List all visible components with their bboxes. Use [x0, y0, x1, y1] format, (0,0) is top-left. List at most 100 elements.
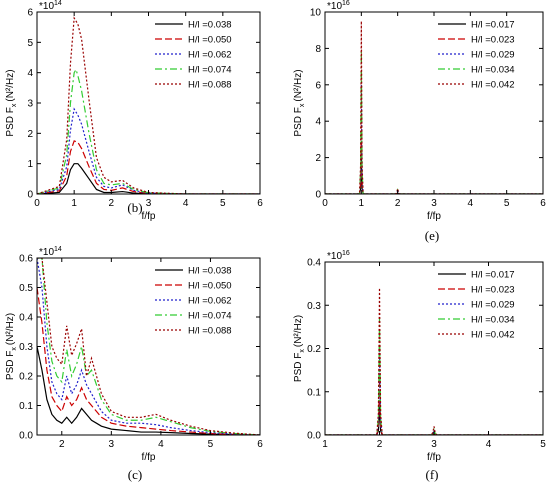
y-axis-label-sub-b: x: [11, 103, 18, 107]
y-tick-label-e-1: 2: [315, 153, 321, 164]
multiplier-exp-f: 16: [342, 250, 350, 257]
panel-e: 0 1 2 3 4 5 6 0 2 4 6 8 10 *1016 f/fp PSD Fx (N²/Hz) H/l …: [293, 0, 546, 243]
series-line-f-3: [325, 318, 543, 435]
legend-label-c-1: H/l =0.050: [188, 281, 232, 292]
legend-label-f-2: H/l =0.029: [471, 300, 515, 311]
legend-label-b-2: H/l =0.062: [188, 50, 232, 61]
y-axis-label-main-b: PSD F: [5, 107, 16, 136]
y-axis-label-c: PSD Fx (N²/Hz): [5, 313, 18, 380]
y-tick-label-f-4: 0.4: [307, 258, 321, 269]
y-tick-label-b-5: 5: [27, 38, 33, 49]
y-axis-label-sub-f: x: [299, 349, 306, 353]
x-tick-label-e-4: 4: [468, 198, 474, 209]
panel-caption-c: (c): [128, 467, 142, 482]
y-tick-label-c-5: 0.5: [19, 283, 33, 294]
series-line-c-1: [37, 287, 260, 435]
panel-f: 1 2 3 4 5 0.0 0.1 0.2 0.3 0.4 *1016 f/fp PSD Fx (N²/H…: [293, 250, 546, 482]
panel-caption-e: (e): [425, 228, 439, 243]
y-tick-label-f-1: 0.1: [307, 387, 321, 398]
series-line-f-4: [325, 287, 543, 435]
x-tick-label-b-3: 3: [146, 198, 152, 209]
y-tick-label-c-1: 0.1: [19, 401, 33, 412]
y-axis-label-unit-e: (N²/Hz): [293, 69, 304, 101]
series-line-c-3: [37, 258, 260, 435]
x-axis-label-c: f/fp: [142, 452, 156, 463]
x-tick-label-e-6: 6: [540, 198, 546, 209]
series-line-b-1: [37, 140, 260, 194]
legend-label-e-0: H/l =0.017: [471, 20, 515, 31]
legend-label-e-2: H/l =0.029: [471, 50, 515, 61]
y-tick-label-b-4: 4: [27, 68, 33, 79]
legend-label-e-4: H/l =0.042: [471, 80, 515, 91]
y-axis-label-main-c: PSD F: [5, 351, 16, 380]
y-tick-label-c-4: 0.4: [19, 313, 33, 324]
x-tick-label-e-0: 0: [322, 198, 328, 209]
panel-caption-f: (f): [426, 467, 439, 482]
series-line-e-1: [325, 124, 543, 194]
x-tick-label-b-6: 6: [257, 198, 263, 209]
y-axis-label-main-f: PSD F: [293, 353, 304, 382]
series-line-b-3: [37, 68, 260, 194]
y-tick-label-b-0: 0: [27, 190, 33, 201]
series-line-b-2: [37, 107, 260, 194]
series-line-b-4: [37, 16, 260, 194]
y-tick-label-b-6: 6: [27, 8, 33, 19]
multiplier-base-f: *10: [327, 251, 342, 262]
y-tick-label-f-3: 0.3: [307, 301, 321, 312]
y-axis-label-e: PSD Fx (N²/Hz): [293, 69, 306, 136]
panel-b: 0 1 2 3 4 5 6 0 1 2 3 4 5 6 *1014 f/fp PSD Fx (N²/Hz) H/l …: [5, 0, 263, 222]
y-tick-label-c-0: 0.0: [19, 431, 33, 442]
x-tick-label-c-1: 3: [109, 439, 115, 450]
series-line-f-2: [325, 348, 543, 435]
x-tick-label-e-2: 2: [395, 198, 401, 209]
x-tick-label-b-1: 1: [71, 198, 77, 209]
x-axis-label-f: f/fp: [427, 452, 441, 463]
y-axis-label-sub-e: x: [299, 103, 306, 107]
x-tick-label-f-4: 5: [540, 439, 546, 450]
series-line-f-0: [325, 404, 543, 435]
y-axis-label-unit-c: (N²/Hz): [5, 313, 16, 345]
legend-label-c-4: H/l =0.088: [188, 326, 232, 337]
series-line-b-0: [37, 163, 260, 194]
x-tick-label-b-4: 4: [183, 198, 189, 209]
series-line-c-4: [37, 258, 260, 435]
y-tick-label-f-0: 0.0: [307, 431, 321, 442]
multiplier-c: *1014: [39, 246, 62, 258]
y-tick-label-b-3: 3: [27, 99, 33, 110]
multiplier-f: *1016: [327, 250, 350, 262]
y-axis-label-sub-c: x: [11, 347, 18, 351]
legend-label-e-3: H/l =0.034: [471, 65, 515, 76]
x-tick-label-e-3: 3: [431, 198, 437, 209]
y-axis-label-unit-b: (N²/Hz): [5, 69, 16, 101]
legend-label-f-3: H/l =0.034: [471, 315, 515, 326]
multiplier-exp-c: 14: [54, 246, 62, 253]
x-tick-label-e-1: 1: [359, 198, 365, 209]
x-tick-label-c-2: 4: [158, 439, 164, 450]
y-tick-label-c-3: 0.3: [19, 342, 33, 353]
y-axis-label-f: PSD Fx (N²/Hz): [293, 315, 306, 382]
x-axis-label-b: f/fp: [142, 211, 156, 222]
x-tick-label-b-2: 2: [109, 198, 115, 209]
y-tick-label-c-2: 0.2: [19, 372, 33, 383]
x-tick-label-b-5: 5: [220, 198, 226, 209]
y-tick-label-e-4: 8: [315, 44, 321, 55]
y-tick-label-b-1: 1: [27, 159, 33, 170]
y-tick-label-f-2: 0.2: [307, 344, 321, 355]
x-tick-label-f-3: 4: [486, 439, 492, 450]
x-tick-label-f-0: 1: [322, 439, 328, 450]
x-tick-label-f-1: 2: [377, 439, 383, 450]
panel-caption-b: (b): [127, 200, 142, 215]
panel-c: 2 3 4 5 6 0.0 0.1 0.2 0.3 0.4 0.5 0.6 *1014 f/fp PSD F…: [5, 246, 263, 482]
legend-label-c-0: H/l =0.038: [188, 266, 232, 277]
multiplier-base-c: *10: [39, 247, 54, 258]
legend-label-c-2: H/l =0.062: [188, 296, 232, 307]
y-axis-label-main-e: PSD F: [293, 107, 304, 136]
legend-label-f-0: H/l =0.017: [471, 270, 515, 281]
y-tick-label-c-6: 0.6: [19, 254, 33, 265]
x-axis-label-e: f/fp: [427, 211, 441, 222]
y-tick-label-b-2: 2: [27, 129, 33, 140]
legend-label-b-1: H/l =0.050: [188, 35, 232, 46]
legend-label-e-1: H/l =0.023: [471, 35, 515, 46]
series-line-c-2: [37, 258, 260, 435]
